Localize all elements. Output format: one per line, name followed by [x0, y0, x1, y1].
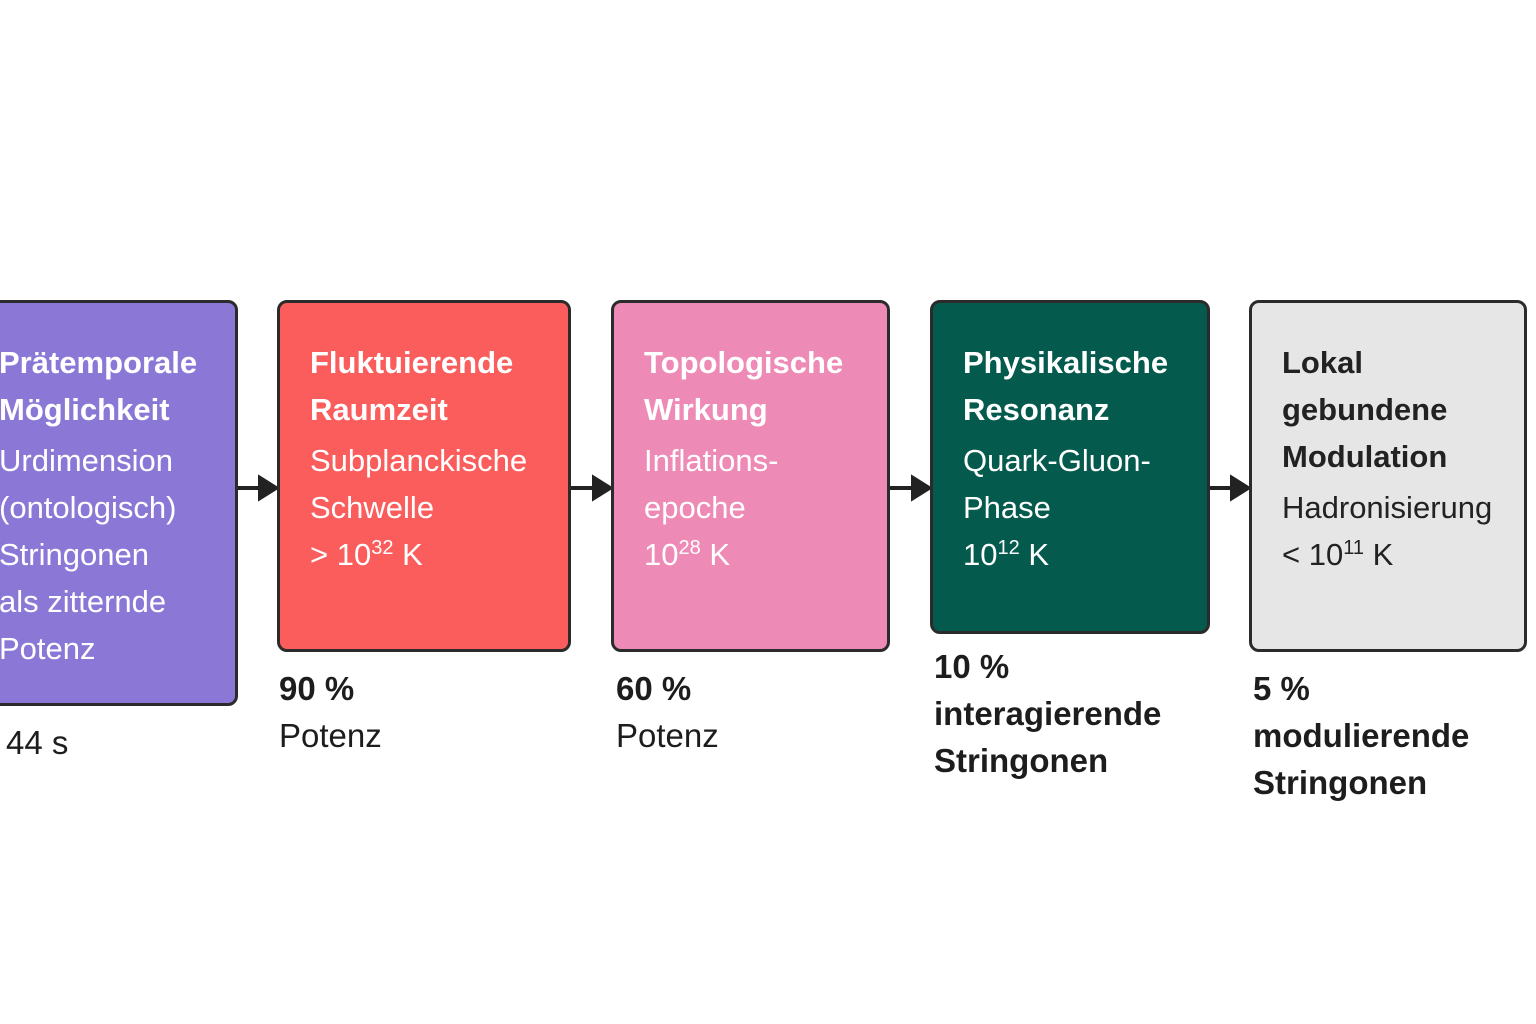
node: Prätemporale Möglichkeit Urdimension (ontol… [0, 300, 238, 706]
node-body: 1028 K [644, 531, 887, 578]
node-body: Inflations- [644, 443, 779, 478]
caption-line: 60 % [616, 670, 692, 707]
node-title: Resonanz [963, 392, 1110, 427]
arrow-group [238, 474, 1252, 502]
value-unit: K [1363, 537, 1394, 572]
caption: 10 % interagierende Stringonen [934, 643, 1161, 784]
node-body: Phase [963, 490, 1051, 525]
node: Topologische Wirkung Inflations-epoche 1028… [611, 300, 890, 652]
value-exponent: 32 [371, 537, 394, 559]
node-title: Physikalische [963, 345, 1169, 380]
node-body: (ontologisch) [0, 490, 177, 525]
caption: 44 s [6, 719, 68, 766]
node-body: Urdimension [0, 443, 174, 478]
node-title: Fluktuierende [310, 345, 514, 380]
node-body: Potenz [0, 631, 96, 666]
node-body: < 1011 K [1282, 531, 1524, 578]
node-title: Modulation [1282, 439, 1448, 474]
node-body: Quark-Gluon- [963, 443, 1151, 478]
caption-line: Stringonen [934, 742, 1109, 779]
caption: 90 % Potenz [279, 665, 382, 759]
caption-line: Stringonen [1253, 764, 1428, 801]
node-body: als zitternde [0, 584, 167, 619]
value-base: < 10 [1282, 537, 1344, 572]
value-exponent: 12 [997, 537, 1020, 559]
caption-line: Potenz [279, 717, 382, 754]
caption-line: 5 % [1253, 670, 1310, 707]
node-body: Hadronisierung [1282, 490, 1493, 525]
node-title: gebundene [1282, 392, 1448, 427]
node-title: Prätemporale [0, 345, 198, 380]
caption-line: modulierende [1253, 717, 1470, 754]
caption: 60 % Potenz [616, 665, 719, 759]
arrow-head [258, 474, 280, 502]
caption-line: Potenz [616, 717, 719, 754]
node-body: epoche [644, 490, 746, 525]
node-body: Subplanckische [310, 443, 528, 478]
value-unit: K [393, 537, 423, 572]
node: Lokal gebundene Modulation Hadronisierung < … [1249, 300, 1527, 652]
value-unit: K [700, 537, 731, 572]
node: Physikalische Resonanz Quark-Gluon- Phase 10… [930, 300, 1210, 634]
value-exponent: 11 [1343, 537, 1364, 559]
node-body: Schwelle [310, 490, 435, 525]
caption-line: interagierende [934, 695, 1162, 732]
node-body: Stringonen [0, 537, 149, 572]
node-title: Lokal [1282, 345, 1363, 380]
node-title: Topologische [644, 345, 844, 380]
caption-line: 10 % [934, 648, 1010, 685]
arrow-head [1230, 474, 1252, 502]
arrow-head [592, 474, 614, 502]
value-unit: K [1019, 537, 1050, 572]
node: Fluktuierende Raumzeit Subplanckische Schwe… [277, 300, 571, 652]
node-body: > 1032 K [310, 531, 568, 578]
caption-line: 44 s [6, 724, 69, 761]
value-base: 10 [963, 537, 998, 572]
node-title: Wirkung [644, 392, 768, 427]
node-title: Raumzeit [310, 392, 448, 427]
node-body: 1012 K [963, 531, 1207, 578]
value-base: > 10 [310, 537, 372, 572]
caption-line: 90 % [279, 670, 355, 707]
arrow-head [911, 474, 933, 502]
value-exponent: 28 [678, 537, 701, 559]
value-base: 10 [644, 537, 679, 572]
node-title: Möglichkeit [0, 392, 170, 427]
caption: 5 % modulierende Stringonen [1253, 665, 1469, 806]
